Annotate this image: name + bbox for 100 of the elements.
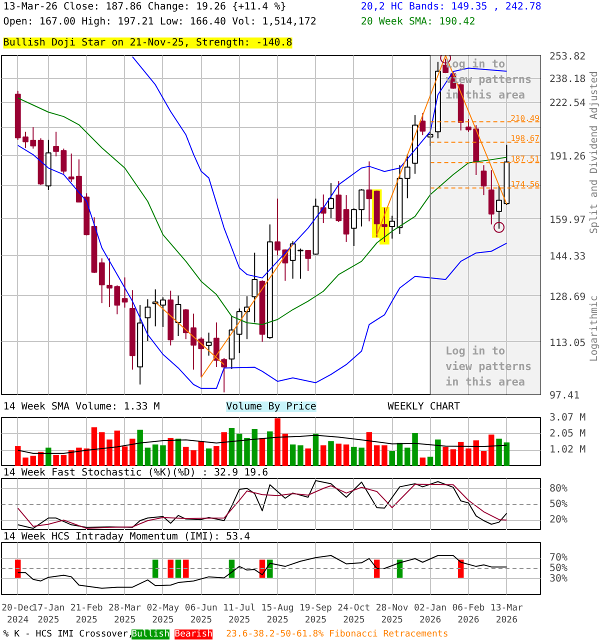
chart-title: 14 Week SMA Volume: 1.33 M	[3, 402, 160, 412]
bar	[504, 442, 510, 466]
x-tick-label: 02-May 2025	[146, 604, 180, 626]
bar	[60, 455, 67, 466]
bar	[22, 458, 28, 466]
bar	[228, 428, 235, 466]
x-tick-label: 06-Feb 2026	[452, 604, 485, 626]
chart-title: 13-Mar-26 Close: 187.86 Change: 19.26 {+11.4 %}	[3, 2, 286, 12]
y-tick-label: 50%	[550, 499, 568, 510]
bar	[382, 445, 388, 466]
y-tick-label: 1.02 M	[550, 444, 586, 456]
y-tick-label: 144.33	[550, 251, 586, 262]
bar	[298, 445, 304, 466]
candlestick	[175, 295, 182, 337]
ref-line-label: 210.49	[510, 114, 540, 123]
bar	[496, 438, 502, 466]
text: Bullish	[132, 630, 170, 640]
bar	[343, 444, 350, 466]
bar	[175, 438, 182, 466]
bar	[488, 434, 494, 466]
bar	[274, 418, 280, 466]
annotation: Log in to view patterns in this area	[446, 344, 532, 389]
bar	[396, 442, 403, 466]
x-tick-label: 02-Jan 2026	[414, 604, 447, 626]
candlestick	[382, 207, 388, 242]
x-tick-label: 24-Oct 2025	[338, 604, 370, 626]
bar	[267, 431, 273, 466]
ref-line-label: 174.56	[510, 180, 540, 190]
bar	[252, 428, 258, 466]
bar	[473, 440, 479, 466]
text: 20 Week SMA: 190.42	[360, 16, 476, 28]
x-tick-label: 21-Feb 2025	[70, 604, 103, 626]
bar	[46, 448, 52, 466]
y-tick-label: 113.05	[550, 338, 586, 349]
bar	[320, 445, 326, 466]
candlestick	[221, 357, 228, 393]
bar	[114, 430, 120, 466]
candlestick	[213, 322, 220, 368]
line-series	[17, 555, 508, 589]
y-axis-title: Split and Dividend Adjusted	[589, 71, 600, 234]
candlestick	[122, 276, 128, 308]
candlestick	[366, 160, 372, 222]
bar	[160, 445, 166, 466]
bar	[442, 446, 448, 466]
y-tick-label: 253.82	[550, 52, 586, 62]
y-tick-label: 20%	[550, 514, 568, 526]
text: 20,2 HC Bands: 149.35 , 242.78	[360, 2, 542, 12]
y-tick-label: 50%	[550, 563, 568, 574]
bar	[466, 448, 472, 466]
candlestick	[328, 182, 334, 219]
y-tick-label: 70%	[550, 552, 568, 564]
chart-title: 14 Week Fast Stochastic (%K)(%D) : 32.9 19.6	[3, 468, 268, 478]
y-tick-label: 128.69	[550, 292, 586, 303]
bar	[427, 456, 434, 466]
bar	[53, 455, 59, 466]
text: Bullish Doji Star on 21-Nov-25, Strength: -140.8	[3, 38, 292, 48]
bar	[458, 442, 464, 466]
candlestick	[404, 154, 410, 199]
x-tick-label: 11-Jul 2025	[223, 604, 256, 626]
bar	[236, 434, 242, 466]
bar	[244, 438, 250, 466]
bar	[30, 456, 36, 466]
bar	[305, 448, 311, 466]
y-tick-label: 97.41	[550, 390, 580, 402]
y-tick-label: 222.54	[550, 98, 586, 110]
bar	[137, 430, 143, 466]
bar	[198, 441, 204, 466]
bar	[206, 448, 212, 466]
text: Logarithmic	[589, 295, 600, 362]
candlestick	[252, 252, 258, 323]
text: Volume By Price	[226, 402, 316, 412]
y-tick-label: 3.07 M	[550, 412, 586, 424]
x-tick-label: 17-Jan 2025	[32, 604, 65, 626]
bar	[480, 451, 487, 466]
x-tick-label: 15-Aug 2025	[261, 604, 294, 626]
candlestick	[206, 332, 212, 356]
bar	[312, 434, 319, 466]
candlestick	[144, 298, 151, 342]
bar	[282, 434, 288, 466]
x-tick-label: 19-Sep 2025	[299, 604, 332, 626]
bar	[450, 449, 456, 466]
text: WEEKLY CHART	[388, 402, 460, 412]
x-tick-label: 13-Mar 2026	[490, 604, 524, 626]
legend-title: % K - HCS IMI Crossover,	[3, 630, 134, 640]
x-tick-label: 28-Nov 2025	[376, 604, 408, 626]
bar	[106, 440, 112, 466]
line-series	[17, 98, 508, 326]
bar	[68, 450, 74, 466]
candlestick	[420, 112, 426, 136]
bar	[389, 451, 395, 466]
bar	[144, 448, 151, 466]
bar	[435, 440, 441, 466]
bar	[374, 445, 380, 466]
y-tick-label: 238.18	[550, 74, 586, 86]
text: Bearish	[174, 630, 213, 640]
bar	[122, 446, 128, 466]
x-tick-label: 06-Jun 2025	[184, 604, 218, 626]
bar	[15, 446, 21, 466]
bar	[366, 432, 372, 466]
bar	[130, 438, 136, 466]
